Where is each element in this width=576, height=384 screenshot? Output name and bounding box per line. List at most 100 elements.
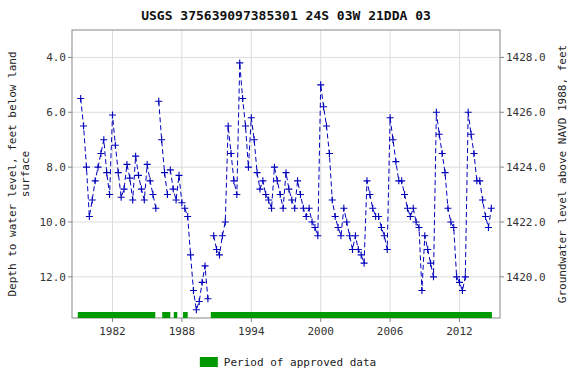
series-line: [159, 101, 168, 194]
marker: [375, 213, 382, 220]
tick-label-y: 12.0: [40, 271, 67, 284]
marker: [167, 166, 174, 173]
marker: [233, 191, 240, 198]
tick-x: [251, 318, 252, 322]
marker: [80, 123, 87, 130]
marker: [230, 177, 237, 184]
marker: [392, 158, 399, 165]
y-axis-label-line: Depth to water level, feet below land: [6, 51, 19, 296]
marker: [196, 298, 203, 305]
marker: [381, 232, 388, 239]
marker: [259, 177, 266, 184]
marker: [277, 191, 284, 198]
marker: [332, 213, 339, 220]
marker: [190, 287, 197, 294]
chart: 1982198819942000200620124.06.08.010.012.…: [0, 0, 576, 384]
marker: [274, 177, 281, 184]
marker: [170, 186, 177, 193]
y-axis-label: Depth to water level, feet below landsur…: [6, 51, 32, 296]
marker: [265, 197, 272, 204]
tick-label-x: 1988: [169, 325, 196, 338]
grid-line-x: [459, 30, 460, 318]
series-line: [185, 208, 208, 309]
tick-x: [459, 318, 460, 322]
marker: [317, 81, 324, 88]
grid-line-x: [390, 30, 391, 318]
marker: [427, 260, 434, 267]
series-line: [214, 63, 492, 291]
tick-label-y2: 1428.0: [506, 51, 546, 64]
marker: [118, 194, 125, 201]
tick-label-x: 1982: [99, 325, 126, 338]
tick-y: [68, 167, 72, 168]
marker: [320, 103, 327, 110]
marker: [86, 213, 93, 220]
legend: Period of approved data: [200, 356, 376, 369]
tick-y2: [500, 167, 504, 168]
marker: [384, 246, 391, 253]
marker: [421, 232, 428, 239]
tick-y: [68, 112, 72, 113]
tick-x: [390, 318, 391, 322]
marker: [228, 150, 235, 157]
tick-x: [320, 318, 321, 322]
marker: [433, 109, 440, 116]
marker: [283, 169, 290, 176]
tick-y2: [500, 112, 504, 113]
marker: [123, 161, 130, 168]
marker: [337, 232, 344, 239]
marker: [340, 205, 347, 212]
tick-label-y: 6.0: [46, 106, 66, 119]
marker: [100, 136, 107, 143]
legend-label: Period of approved data: [224, 356, 376, 369]
grid-line-x: [112, 30, 113, 318]
marker: [482, 213, 489, 220]
tick-y2: [500, 57, 504, 58]
marker: [202, 262, 209, 269]
marker: [387, 114, 394, 121]
marker: [450, 224, 457, 231]
tick-label-x: 2006: [377, 325, 404, 338]
tick-label-y2: 1422.0: [506, 216, 546, 229]
marker: [280, 205, 287, 212]
marker: [92, 177, 99, 184]
grid-line-x: [181, 30, 182, 318]
marker: [152, 205, 159, 212]
marker: [245, 164, 252, 171]
marker: [285, 186, 292, 193]
approved-period: [162, 312, 170, 318]
marker: [219, 232, 226, 239]
marker: [476, 177, 483, 184]
grid-line-y: [72, 57, 500, 58]
marker: [401, 191, 408, 198]
title: USGS 375639097385301 24S 03W 21DDA 03: [141, 8, 431, 23]
marker: [83, 164, 90, 171]
marker: [222, 219, 229, 226]
marker: [369, 205, 376, 212]
marker: [199, 279, 206, 286]
grid-line-x: [251, 30, 252, 318]
marker: [439, 150, 446, 157]
marker: [271, 164, 278, 171]
marker: [176, 172, 183, 179]
marker: [115, 169, 122, 176]
marker: [138, 186, 145, 193]
marker: [77, 95, 84, 102]
marker: [256, 186, 263, 193]
marker: [311, 224, 318, 231]
tick-label-y: 8.0: [46, 161, 66, 174]
marker: [187, 251, 194, 258]
marker: [155, 98, 162, 105]
marker: [485, 224, 492, 231]
tick-x: [181, 318, 182, 322]
marker: [329, 197, 336, 204]
marker: [210, 232, 217, 239]
marker: [314, 232, 321, 239]
marker: [430, 273, 437, 280]
marker: [465, 109, 472, 116]
marker: [363, 177, 370, 184]
marker: [184, 213, 191, 220]
tick-label-y2: 1424.0: [506, 161, 546, 174]
marker: [181, 205, 188, 212]
tick-y: [68, 222, 72, 223]
